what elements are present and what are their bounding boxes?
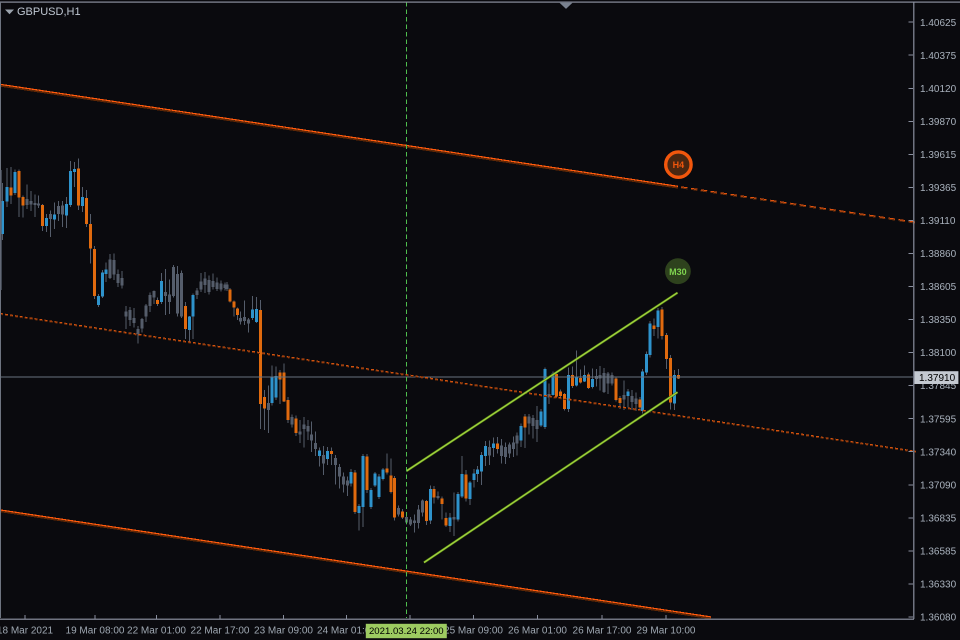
svg-text:26 Mar 01:00: 26 Mar 01:00	[508, 626, 567, 637]
svg-text:GBPUSD,H1: GBPUSD,H1	[17, 6, 81, 18]
svg-text:1.37595: 1.37595	[920, 414, 957, 425]
svg-text:23 Mar 09:00: 23 Mar 09:00	[254, 626, 313, 637]
svg-text:1.40375: 1.40375	[920, 51, 957, 62]
svg-text:1.36080: 1.36080	[920, 613, 957, 624]
svg-text:19 Mar 08:00: 19 Mar 08:00	[66, 626, 125, 637]
svg-text:1.39615: 1.39615	[920, 150, 957, 161]
svg-text:1.39365: 1.39365	[920, 183, 957, 194]
svg-text:1.36835: 1.36835	[920, 513, 957, 524]
svg-text:26 Mar 17:00: 26 Mar 17:00	[573, 626, 632, 637]
svg-text:M30: M30	[669, 267, 687, 277]
svg-text:24 Mar 01:00: 24 Mar 01:00	[317, 626, 376, 637]
svg-text:1.38860: 1.38860	[920, 249, 957, 260]
svg-text:2021.03.24 22:00: 2021.03.24 22:00	[369, 626, 444, 637]
svg-text:1.40120: 1.40120	[920, 84, 957, 95]
svg-text:1.38100: 1.38100	[920, 348, 957, 359]
svg-text:22 Mar 17:00: 22 Mar 17:00	[191, 626, 250, 637]
svg-text:25 Mar 09:00: 25 Mar 09:00	[444, 626, 503, 637]
svg-text:1.37090: 1.37090	[920, 480, 957, 491]
svg-text:1.37910: 1.37910	[919, 373, 956, 384]
svg-text:1.40625: 1.40625	[920, 18, 957, 29]
svg-text:1.36585: 1.36585	[920, 546, 957, 557]
svg-text:22 Mar 01:00: 22 Mar 01:00	[127, 626, 186, 637]
svg-text:1.38605: 1.38605	[920, 282, 957, 293]
svg-text:1.37340: 1.37340	[920, 447, 957, 458]
svg-text:29 Mar 10:00: 29 Mar 10:00	[637, 626, 696, 637]
svg-text:1.39110: 1.39110	[920, 216, 956, 227]
svg-text:H4: H4	[673, 160, 685, 170]
svg-text:1.38350: 1.38350	[920, 315, 957, 326]
svg-text:1.37845: 1.37845	[920, 381, 957, 392]
svg-text:1.39870: 1.39870	[920, 117, 957, 128]
svg-text:18 Mar 2021: 18 Mar 2021	[0, 626, 54, 637]
svg-text:1.36330: 1.36330	[920, 580, 957, 591]
